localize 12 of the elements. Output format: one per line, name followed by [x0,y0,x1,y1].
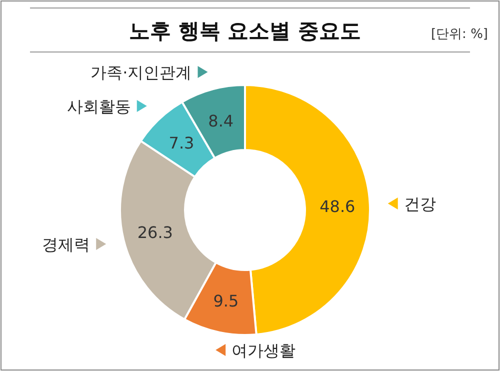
data-label: 7.3 [168,134,194,153]
legend-label: 경제력 [42,235,90,254]
slice-label: 여가생활 [232,340,296,360]
data-label: 48.6 [320,196,356,216]
legend-label: 가족·지인관계 [90,62,192,82]
data-label: 9.5 [213,292,239,311]
data-label: 8.4 [208,112,234,131]
legend-label: 사회활동 [66,96,131,116]
data-label: 26.3 [137,222,173,242]
slice-label: 건강 [404,194,436,214]
text: [단위: %] [430,27,488,42]
chart-title: 노후 행복 요소별 중요도 [129,19,361,43]
